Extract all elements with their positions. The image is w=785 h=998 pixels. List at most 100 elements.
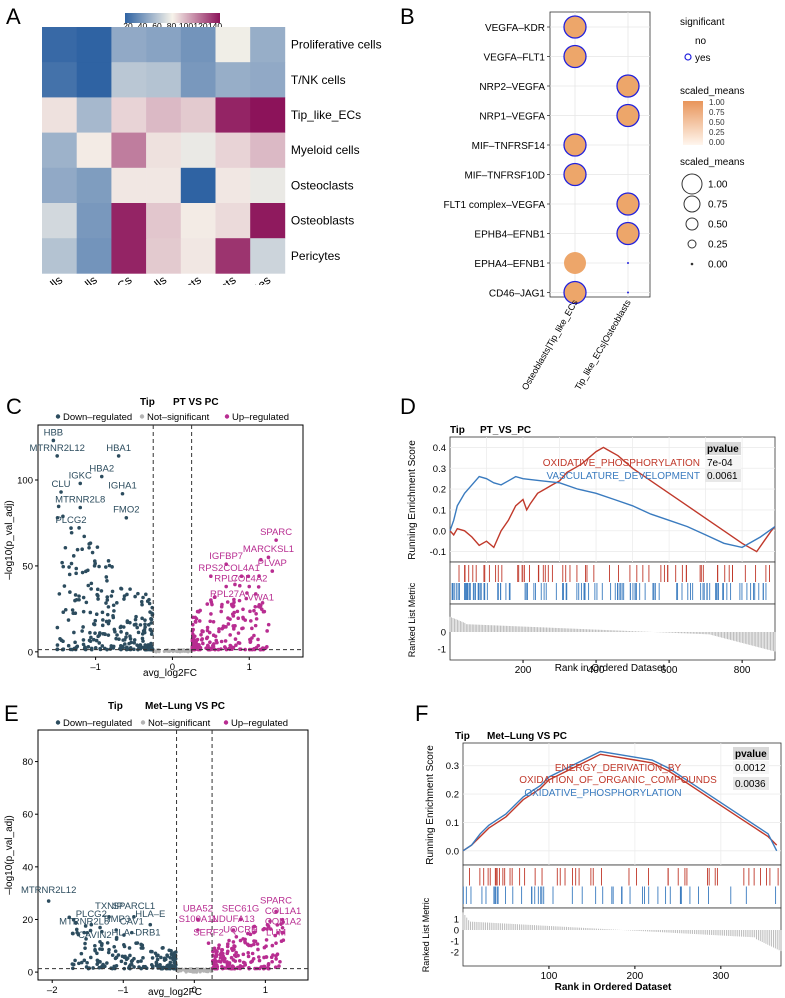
volcano-point-down xyxy=(95,587,100,592)
volcano-point-down xyxy=(83,924,88,928)
volcano-point-down xyxy=(130,958,135,963)
volcano-point-up xyxy=(213,634,218,639)
heatmap-cell xyxy=(180,97,216,133)
volcano-point-up xyxy=(246,954,251,959)
volcano-point-down xyxy=(149,949,153,954)
volcano-point-up xyxy=(270,959,274,964)
volcano-point-down xyxy=(91,966,95,970)
heatmap-legend-tick: 60 xyxy=(152,21,162,31)
heatmap-row-label: Pericytes xyxy=(291,249,340,263)
volcano-point-up xyxy=(206,941,211,945)
volcano-point-down xyxy=(97,641,102,645)
gsea-ylabel-top: Running Enrichment Score xyxy=(425,745,436,865)
volcano-point-up xyxy=(246,951,250,955)
heatmap-cell xyxy=(215,132,251,169)
panel-letter: F xyxy=(415,701,428,726)
heatmap-cell xyxy=(250,203,286,239)
volcano-point-up xyxy=(232,953,237,957)
gsea-ylabel-bottom: Ranked List Metric xyxy=(421,897,431,972)
volcano-point-down xyxy=(84,600,89,605)
volcano-point-down xyxy=(147,597,151,602)
volcano-point-down xyxy=(105,612,110,617)
volcano-point-up xyxy=(229,955,234,960)
volcano-legend-label: Up–regulated xyxy=(231,718,288,729)
volcano-point-down xyxy=(106,633,111,637)
gsea-ytick-label: -1 xyxy=(451,937,459,948)
heatmap-cell xyxy=(250,62,286,98)
volcano-point-up xyxy=(231,604,235,609)
gsea-term-label: OXIDATIVE_PHOSPHORYLATION xyxy=(524,788,681,799)
heatmap-row-label: Tip_like_ECs xyxy=(291,108,361,122)
volcano-point-ns xyxy=(195,967,199,971)
volcano-point-down xyxy=(119,587,124,591)
volcano-point-down xyxy=(71,962,76,967)
volcano-point-down xyxy=(99,474,104,479)
volcano-point-down xyxy=(55,515,60,520)
volcano-legend-marker xyxy=(139,414,145,419)
volcano-point-down xyxy=(83,647,88,652)
heatmap-cell xyxy=(111,203,147,239)
dotplot-row-label: EPHB4–EFNB1 xyxy=(474,230,545,241)
heatmap-cell xyxy=(42,62,77,98)
dotplot-col-label: Osteoblasts|Tip_like_ECs xyxy=(520,298,580,390)
volcano-gene-label: UBA52 xyxy=(183,904,213,915)
volcano-point-down xyxy=(140,602,144,607)
volcano-point-down xyxy=(103,632,107,637)
volcano-point-up xyxy=(228,617,232,621)
volcano-point-down xyxy=(143,622,147,627)
volcano-point-down xyxy=(129,962,134,967)
volcano-point-down xyxy=(81,638,86,642)
volcano-point-up xyxy=(266,963,271,967)
volcano-point-down xyxy=(139,959,143,963)
volcano-point-up xyxy=(271,953,275,957)
volcano-point-down xyxy=(172,958,177,963)
volcano-point-down xyxy=(127,946,132,950)
volcano-gene-label: UQCRH xyxy=(223,925,258,936)
volcano-point-up xyxy=(281,930,285,935)
volcano-point-down xyxy=(165,954,170,958)
volcano-point-down xyxy=(132,965,136,969)
volcano-title-right: PT VS PC xyxy=(173,397,219,408)
volcano-point-down xyxy=(143,618,147,622)
volcano-point-down xyxy=(115,601,119,605)
volcano-point-up xyxy=(231,940,236,944)
volcano-point-up xyxy=(232,610,236,615)
volcano-point-up xyxy=(274,909,278,914)
volcano-point-down xyxy=(55,643,60,647)
volcano-point-down xyxy=(81,642,86,647)
volcano-point-ns xyxy=(177,967,181,971)
volcano-point-up xyxy=(195,637,200,642)
volcano-point-down xyxy=(88,541,93,545)
volcano-point-down xyxy=(123,954,127,959)
volcano-point-up xyxy=(215,640,219,645)
volcano-point-up xyxy=(209,598,213,602)
volcano-point-down xyxy=(111,615,116,620)
gsea-term-label: OXIDATIVE_PHOSPHORYLATION xyxy=(543,458,700,469)
dotplot-col-labels: Osteoblasts|Tip_like_ECsTip_like_ECs|Ost… xyxy=(520,298,633,390)
volcano-point-down xyxy=(73,640,77,645)
volcano-legend: Down–regulated Not–significant Up–regulate… xyxy=(55,718,288,729)
volcano-point-down xyxy=(46,899,51,903)
volcano-point-down xyxy=(105,941,110,945)
volcano-point-down xyxy=(118,625,123,630)
volcano-point-down xyxy=(156,953,160,958)
volcano-gene-label: HLA–E xyxy=(135,909,165,920)
heatmap-cell xyxy=(111,27,147,63)
volcano-point-up xyxy=(196,917,200,922)
volcano-point-down xyxy=(107,915,111,919)
volcano-point-down xyxy=(135,643,139,647)
dotplot-point xyxy=(627,262,629,264)
volcano-point-up xyxy=(193,620,198,624)
volcano-point-up xyxy=(252,633,256,638)
volcano-gene-label: MTRNR2L12 xyxy=(21,885,76,896)
volcano-point-down xyxy=(139,966,143,971)
gsea-ytick-label: 0.1 xyxy=(433,505,446,516)
volcano-point-up xyxy=(268,919,272,924)
volcano-point-down xyxy=(120,491,125,496)
volcano-legend-label: Up–regulated xyxy=(232,412,289,423)
volcano-xtick-label: –1 xyxy=(90,662,101,673)
volcano-point-up xyxy=(196,928,200,932)
volcano-point-down xyxy=(143,625,147,629)
gsea-ytick-label: 0 xyxy=(441,628,446,639)
